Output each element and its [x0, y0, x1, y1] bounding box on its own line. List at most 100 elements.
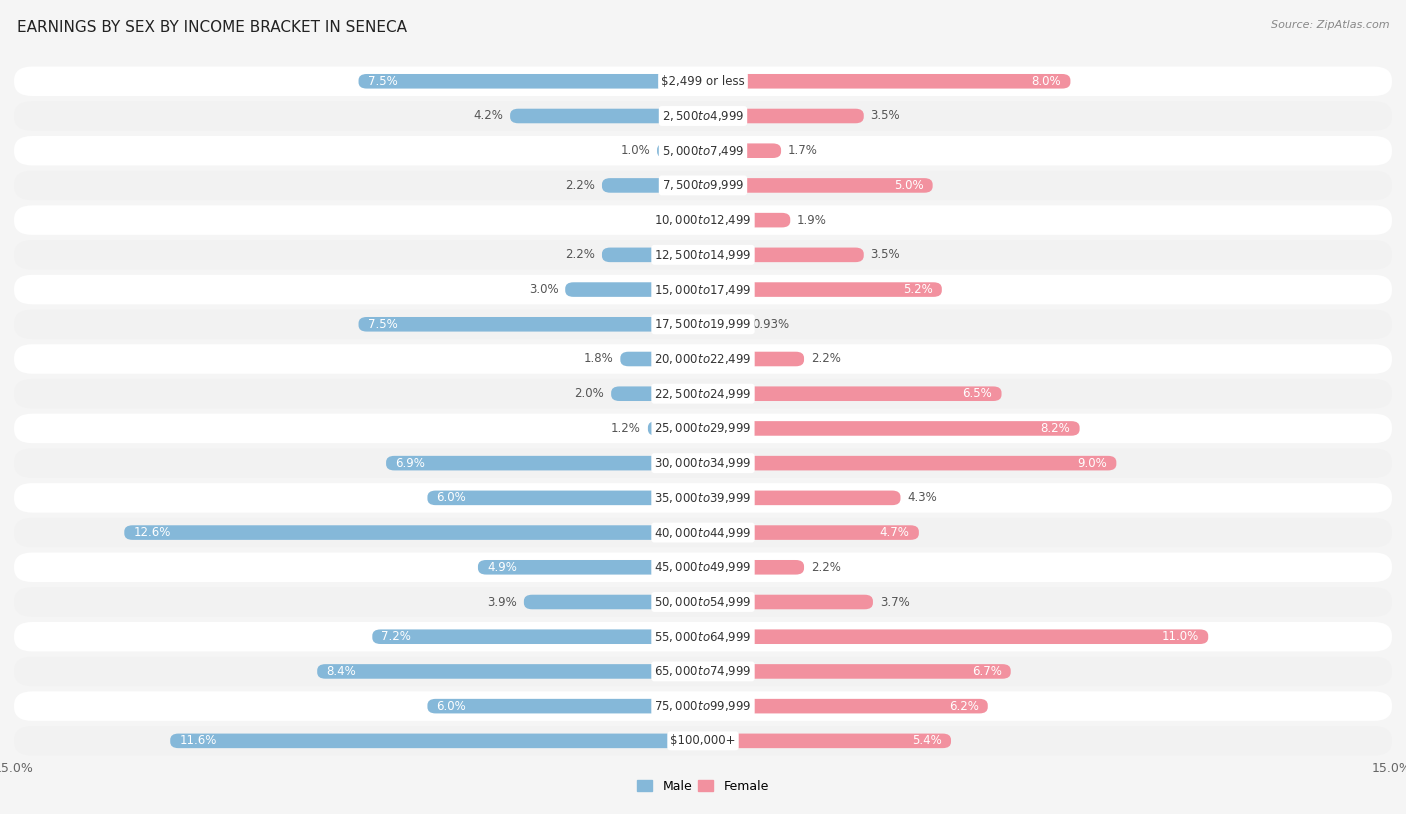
FancyBboxPatch shape	[427, 491, 703, 505]
Text: $15,000 to $17,499: $15,000 to $17,499	[654, 282, 752, 296]
FancyBboxPatch shape	[703, 525, 920, 540]
FancyBboxPatch shape	[703, 699, 988, 713]
FancyBboxPatch shape	[703, 629, 1208, 644]
FancyBboxPatch shape	[703, 247, 863, 262]
Text: 3.5%: 3.5%	[870, 110, 900, 122]
Text: 5.2%: 5.2%	[903, 283, 932, 296]
Text: $55,000 to $64,999: $55,000 to $64,999	[654, 630, 752, 644]
Text: 4.7%: 4.7%	[880, 526, 910, 539]
FancyBboxPatch shape	[14, 67, 1392, 96]
FancyBboxPatch shape	[359, 74, 703, 89]
FancyBboxPatch shape	[703, 560, 804, 575]
FancyBboxPatch shape	[427, 699, 703, 713]
FancyBboxPatch shape	[510, 109, 703, 123]
Text: 1.0%: 1.0%	[620, 144, 650, 157]
FancyBboxPatch shape	[14, 379, 1392, 409]
Text: 1.2%: 1.2%	[612, 422, 641, 435]
FancyBboxPatch shape	[14, 587, 1392, 617]
FancyBboxPatch shape	[703, 664, 1011, 679]
Text: 3.0%: 3.0%	[529, 283, 558, 296]
Text: 1.9%: 1.9%	[797, 213, 827, 226]
Text: 6.5%: 6.5%	[963, 387, 993, 400]
FancyBboxPatch shape	[703, 595, 873, 610]
FancyBboxPatch shape	[14, 691, 1392, 721]
Text: 6.2%: 6.2%	[949, 700, 979, 712]
FancyBboxPatch shape	[703, 178, 932, 193]
Text: 9.0%: 9.0%	[1077, 457, 1107, 470]
FancyBboxPatch shape	[703, 317, 745, 331]
Legend: Male, Female: Male, Female	[633, 775, 773, 798]
Text: 2.0%: 2.0%	[575, 387, 605, 400]
Text: $5,000 to $7,499: $5,000 to $7,499	[662, 144, 744, 158]
FancyBboxPatch shape	[703, 387, 1001, 401]
Text: Source: ZipAtlas.com: Source: ZipAtlas.com	[1271, 20, 1389, 30]
Text: $7,500 to $9,999: $7,500 to $9,999	[662, 178, 744, 192]
FancyBboxPatch shape	[14, 240, 1392, 269]
Text: 8.4%: 8.4%	[326, 665, 356, 678]
FancyBboxPatch shape	[124, 525, 703, 540]
FancyBboxPatch shape	[565, 282, 703, 297]
Text: $20,000 to $22,499: $20,000 to $22,499	[654, 352, 752, 366]
Text: 7.2%: 7.2%	[381, 630, 412, 643]
Text: $2,500 to $4,999: $2,500 to $4,999	[662, 109, 744, 123]
FancyBboxPatch shape	[703, 109, 863, 123]
Text: 6.9%: 6.9%	[395, 457, 425, 470]
FancyBboxPatch shape	[703, 491, 900, 505]
Text: 7.5%: 7.5%	[368, 317, 398, 330]
FancyBboxPatch shape	[14, 309, 1392, 339]
FancyBboxPatch shape	[14, 344, 1392, 374]
Text: 5.0%: 5.0%	[894, 179, 924, 192]
Text: $12,500 to $14,999: $12,500 to $14,999	[654, 247, 752, 262]
Text: $2,499 or less: $2,499 or less	[661, 75, 745, 88]
FancyBboxPatch shape	[478, 560, 703, 575]
Text: 15.0%: 15.0%	[1372, 763, 1406, 776]
FancyBboxPatch shape	[657, 143, 703, 158]
Text: 8.0%: 8.0%	[1032, 75, 1062, 88]
FancyBboxPatch shape	[602, 247, 703, 262]
FancyBboxPatch shape	[373, 629, 703, 644]
FancyBboxPatch shape	[387, 456, 703, 470]
FancyBboxPatch shape	[14, 275, 1392, 304]
FancyBboxPatch shape	[703, 733, 950, 748]
FancyBboxPatch shape	[359, 317, 703, 331]
FancyBboxPatch shape	[14, 414, 1392, 443]
Text: 4.3%: 4.3%	[907, 492, 938, 505]
Text: 6.7%: 6.7%	[972, 665, 1001, 678]
Text: 0.93%: 0.93%	[752, 317, 790, 330]
Text: 11.6%: 11.6%	[180, 734, 217, 747]
FancyBboxPatch shape	[620, 352, 703, 366]
Text: $30,000 to $34,999: $30,000 to $34,999	[654, 456, 752, 470]
Text: 3.9%: 3.9%	[488, 596, 517, 609]
FancyBboxPatch shape	[14, 518, 1392, 547]
Text: 12.6%: 12.6%	[134, 526, 172, 539]
FancyBboxPatch shape	[14, 136, 1392, 165]
FancyBboxPatch shape	[14, 205, 1392, 235]
Text: 3.7%: 3.7%	[880, 596, 910, 609]
Text: $35,000 to $39,999: $35,000 to $39,999	[654, 491, 752, 505]
FancyBboxPatch shape	[14, 483, 1392, 513]
FancyBboxPatch shape	[170, 733, 703, 748]
Text: $100,000+: $100,000+	[671, 734, 735, 747]
Text: $65,000 to $74,999: $65,000 to $74,999	[654, 664, 752, 678]
Text: $10,000 to $12,499: $10,000 to $12,499	[654, 213, 752, 227]
Text: $45,000 to $49,999: $45,000 to $49,999	[654, 560, 752, 575]
Text: $25,000 to $29,999: $25,000 to $29,999	[654, 422, 752, 435]
Text: 6.0%: 6.0%	[437, 492, 467, 505]
Text: 8.2%: 8.2%	[1040, 422, 1070, 435]
Text: 2.2%: 2.2%	[565, 179, 595, 192]
FancyBboxPatch shape	[318, 664, 703, 679]
FancyBboxPatch shape	[14, 657, 1392, 686]
FancyBboxPatch shape	[703, 456, 1116, 470]
Text: $50,000 to $54,999: $50,000 to $54,999	[654, 595, 752, 609]
FancyBboxPatch shape	[703, 143, 782, 158]
Text: 6.0%: 6.0%	[437, 700, 467, 712]
FancyBboxPatch shape	[14, 449, 1392, 478]
Text: $40,000 to $44,999: $40,000 to $44,999	[654, 526, 752, 540]
FancyBboxPatch shape	[602, 178, 703, 193]
FancyBboxPatch shape	[703, 212, 790, 227]
Text: 2.2%: 2.2%	[811, 352, 841, 365]
FancyBboxPatch shape	[703, 74, 1070, 89]
Text: 7.5%: 7.5%	[368, 75, 398, 88]
Text: 0.0%: 0.0%	[666, 213, 696, 226]
Text: 4.9%: 4.9%	[486, 561, 517, 574]
